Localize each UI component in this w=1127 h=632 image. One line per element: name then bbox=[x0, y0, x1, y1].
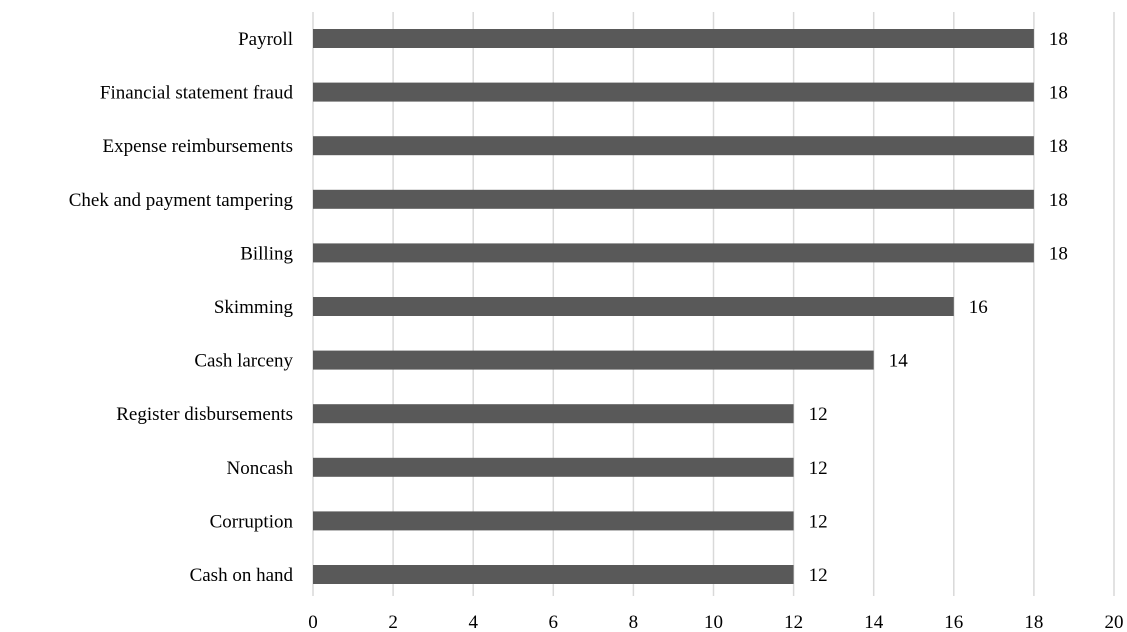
x-tick-label-8: 8 bbox=[629, 612, 639, 632]
x-tick-label-18: 18 bbox=[1024, 612, 1043, 632]
x-tick-label-0: 0 bbox=[308, 612, 318, 632]
bar-cash-larceny bbox=[313, 350, 874, 370]
category-label-billing: Billing bbox=[240, 243, 293, 264]
category-labels: Payroll Financial statement fraud Expense … bbox=[69, 29, 294, 586]
data-label-register-disbursements: 12 bbox=[809, 404, 828, 425]
category-label-register-disbursements: Register disbursements bbox=[116, 404, 293, 425]
bar-cash-on-hand bbox=[313, 565, 794, 584]
bar-skimming bbox=[313, 297, 954, 316]
bar-corruption bbox=[313, 511, 794, 531]
category-label-chek-and-payment-tampering: Chek and payment tampering bbox=[69, 190, 294, 211]
bar-noncash bbox=[313, 457, 794, 477]
category-label-cash-on-hand: Cash on hand bbox=[190, 565, 294, 586]
category-label-noncash: Noncash bbox=[227, 458, 294, 479]
data-label-expense-reimbursements: 18 bbox=[1049, 136, 1068, 157]
x-tick-label-2: 2 bbox=[388, 612, 398, 632]
x-tick-label-20: 20 bbox=[1105, 612, 1124, 632]
data-label-cash-on-hand: 12 bbox=[809, 565, 828, 586]
data-label-corruption: 12 bbox=[809, 511, 828, 532]
bar-payroll bbox=[313, 29, 1034, 48]
bar-chek-and-payment-tampering bbox=[313, 189, 1034, 209]
x-axis-tick-labels: 0 2 4 6 8 10 12 14 16 18 20 bbox=[308, 612, 1123, 632]
data-label-billing: 18 bbox=[1049, 243, 1068, 264]
bars bbox=[313, 29, 1034, 584]
x-tick-label-12: 12 bbox=[784, 612, 803, 632]
bar-financial-statement-fraud bbox=[313, 82, 1034, 102]
x-tick-label-14: 14 bbox=[864, 612, 884, 632]
data-label-financial-statement-fraud: 18 bbox=[1049, 83, 1068, 104]
x-tick-label-6: 6 bbox=[549, 612, 559, 632]
x-tick-label-4: 4 bbox=[468, 612, 478, 632]
x-tick-label-16: 16 bbox=[944, 612, 963, 632]
bar-register-disbursements bbox=[313, 404, 794, 424]
data-label-noncash: 12 bbox=[809, 458, 828, 479]
category-label-expense-reimbursements: Expense reimbursements bbox=[103, 136, 293, 157]
data-label-chek-and-payment-tampering: 18 bbox=[1049, 190, 1068, 211]
bar-billing bbox=[313, 243, 1034, 263]
category-label-financial-statement-fraud: Financial statement fraud bbox=[100, 83, 294, 104]
bar-expense-reimbursements bbox=[313, 136, 1034, 156]
category-label-cash-larceny: Cash larceny bbox=[194, 351, 293, 372]
category-label-skimming: Skimming bbox=[214, 297, 294, 318]
category-label-payroll: Payroll bbox=[238, 29, 293, 50]
data-labels: 18 18 18 18 18 16 14 12 12 12 12 bbox=[809, 29, 1068, 586]
data-label-payroll: 18 bbox=[1049, 29, 1068, 50]
data-label-skimming: 16 bbox=[969, 297, 988, 318]
data-label-cash-larceny: 14 bbox=[889, 351, 909, 372]
category-label-corruption: Corruption bbox=[210, 511, 294, 532]
x-tick-label-10: 10 bbox=[704, 612, 723, 632]
